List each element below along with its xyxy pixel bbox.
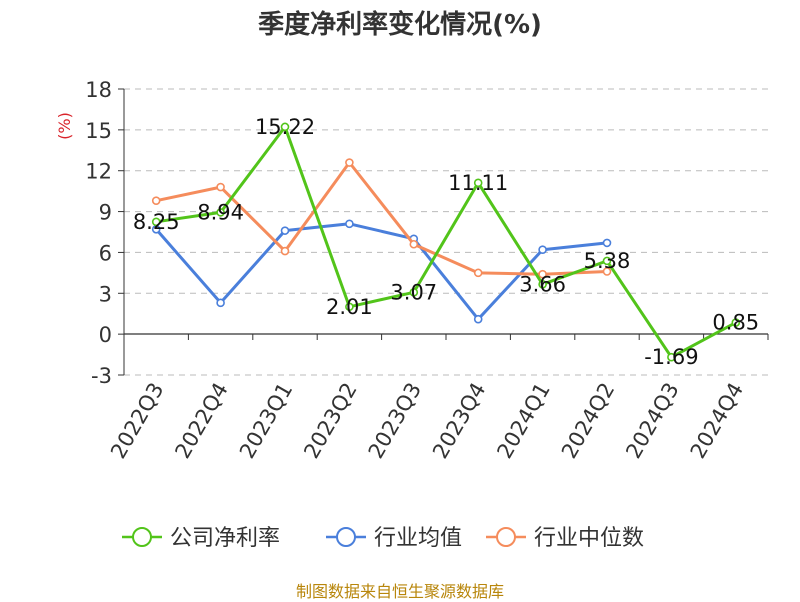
- series-point[interactable]: [280, 122, 290, 132]
- series-point[interactable]: [602, 267, 612, 276]
- legend[interactable]: 公司净利率 行业均值 行业中位数: [122, 526, 644, 551]
- data-label: 5.38: [584, 249, 631, 273]
- y-tick-label: 15: [85, 119, 112, 143]
- data-label: 2.01: [326, 295, 373, 319]
- data-label: 0.85: [712, 311, 759, 335]
- y-tick-label: 9: [99, 201, 112, 225]
- series-point[interactable]: [280, 226, 290, 235]
- series-point[interactable]: [216, 298, 225, 308]
- series-point[interactable]: [731, 318, 741, 327]
- series-point[interactable]: [345, 219, 354, 229]
- y-tick-label: 0: [99, 323, 112, 347]
- y-tick-label: -3: [91, 364, 112, 388]
- data-labels: 8.25 8.94 15.22 2.01 3.07 11.11 3.66 5.38 -1.69 0…: [133, 115, 759, 369]
- series-point[interactable]: [473, 268, 483, 278]
- x-tick-label: 2023Q3: [364, 379, 426, 463]
- data-label: 11.11: [448, 171, 508, 195]
- y-tick-label: 6: [99, 241, 112, 265]
- data-label: -1.69: [644, 345, 698, 369]
- x-tick-label: 2023Q4: [428, 379, 490, 463]
- legend-swatch-marker[interactable]: [496, 527, 516, 547]
- series-point[interactable]: [151, 217, 161, 227]
- x-tick-label: 2024Q2: [557, 379, 619, 463]
- data-label: 8.25: [133, 210, 180, 234]
- data-label: 3.66: [519, 272, 566, 296]
- x-tick-label: 2024Q1: [492, 379, 554, 463]
- series-point[interactable]: [151, 196, 161, 205]
- x-tick-label: 2023Q1: [235, 379, 297, 463]
- x-tick-label: 2023Q2: [299, 379, 361, 463]
- series-point[interactable]: [216, 208, 225, 217]
- chart-title: 季度净利率变化情况(%): [258, 10, 542, 40]
- series-point[interactable]: [280, 246, 290, 256]
- series-point[interactable]: [409, 239, 419, 249]
- y-tick-label: 18: [85, 78, 112, 102]
- x-tick-label: 2022Q3: [106, 379, 168, 463]
- series-point[interactable]: [538, 245, 547, 255]
- series-point[interactable]: [473, 314, 483, 324]
- series-point[interactable]: [409, 288, 419, 297]
- x-tick-label: 2022Q4: [170, 379, 232, 463]
- series-point[interactable]: [602, 238, 612, 248]
- data-label: 8.94: [197, 200, 244, 224]
- data-label: 3.07: [390, 280, 437, 304]
- y-tick-label: 12: [85, 160, 112, 184]
- series-point[interactable]: [216, 182, 225, 192]
- y-axis-unit-label: (%): [55, 112, 74, 140]
- x-tick-label: 2024Q3: [621, 379, 683, 463]
- series-point[interactable]: [538, 269, 547, 279]
- series-point[interactable]: [345, 302, 354, 312]
- x-tick-label: 2024Q4: [686, 379, 748, 463]
- series-point[interactable]: [538, 279, 547, 289]
- series-line: [155, 222, 608, 321]
- grid-lines: [124, 88, 768, 376]
- series-point[interactable]: [473, 178, 483, 188]
- source-note: 制图数据来自恒生聚源数据库: [295, 582, 504, 601]
- data-label: 15.22: [255, 115, 315, 139]
- series-lines: [151, 122, 741, 362]
- legend-swatch-marker[interactable]: [336, 527, 356, 547]
- legend-label[interactable]: 行业均值: [374, 526, 462, 551]
- legend-label[interactable]: 公司净利率: [170, 526, 280, 551]
- series-point[interactable]: [602, 256, 612, 266]
- legend-label[interactable]: 行业中位数: [534, 526, 644, 551]
- series-line: [155, 125, 737, 359]
- y-tick-label: 3: [99, 282, 112, 306]
- series-point[interactable]: [345, 158, 354, 167]
- series-point[interactable]: [667, 352, 676, 362]
- legend-swatch-marker[interactable]: [132, 527, 152, 547]
